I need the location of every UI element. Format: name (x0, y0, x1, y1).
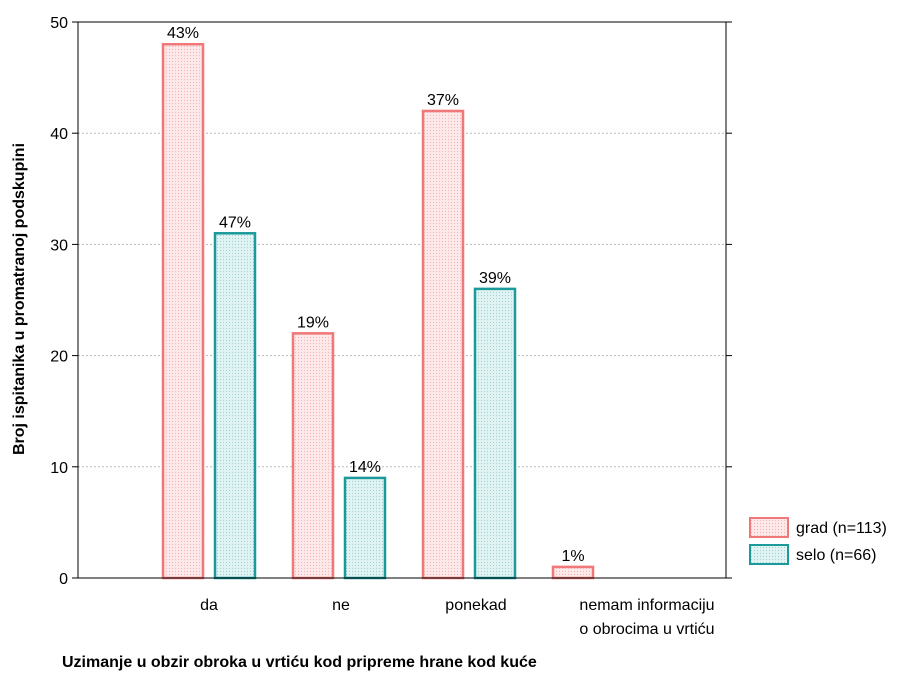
y-tick-label: 0 (59, 571, 68, 588)
data-label: 1% (561, 548, 584, 565)
data-label: 19% (297, 314, 329, 331)
x-axis: da ne ponekad nemam informaciju o obrocima u… (200, 597, 714, 638)
legend-label: selo (n=66) (796, 547, 877, 564)
plot-frame (77, 21, 727, 579)
y-tick-label: 40 (50, 126, 68, 143)
data-label: 37% (427, 92, 459, 109)
legend-swatch (749, 544, 789, 565)
category-label: da (200, 597, 218, 614)
legend-label: grad (n=113) (796, 520, 887, 537)
y-tick-label: 20 (50, 349, 68, 366)
category-label: ne (332, 597, 350, 614)
bar (421, 109, 465, 580)
bar (343, 476, 387, 580)
data-label: 39% (479, 270, 511, 287)
data-labels: 43% 19% 37% 1% 47% 14% 39% (167, 25, 585, 565)
bar (473, 287, 517, 580)
category-label: nemam informaciju (579, 597, 714, 614)
category-label: ponekad (445, 597, 506, 614)
bar (291, 332, 335, 580)
legend-swatch (749, 517, 789, 538)
legend: grad (n=113) selo (n=66) (749, 517, 887, 565)
bar (551, 565, 595, 580)
category-label: o obrocima u vrtiću (579, 621, 714, 638)
bars (161, 42, 595, 580)
data-label: 14% (349, 459, 381, 476)
y-axis: 0 10 20 30 40 50 (50, 15, 732, 588)
bar (213, 232, 257, 580)
x-axis-label: Uzimanje u obzir obroka u vrtiću kod pri… (62, 654, 537, 671)
y-axis-label: Broj ispitanika u promatranoj podskupini (11, 143, 28, 455)
y-tick-label: 10 (50, 460, 68, 477)
data-label: 47% (219, 214, 251, 231)
y-tick-label: 50 (50, 15, 68, 32)
y-tick-label: 30 (50, 237, 68, 254)
bar (161, 42, 205, 580)
data-label: 43% (167, 25, 199, 42)
